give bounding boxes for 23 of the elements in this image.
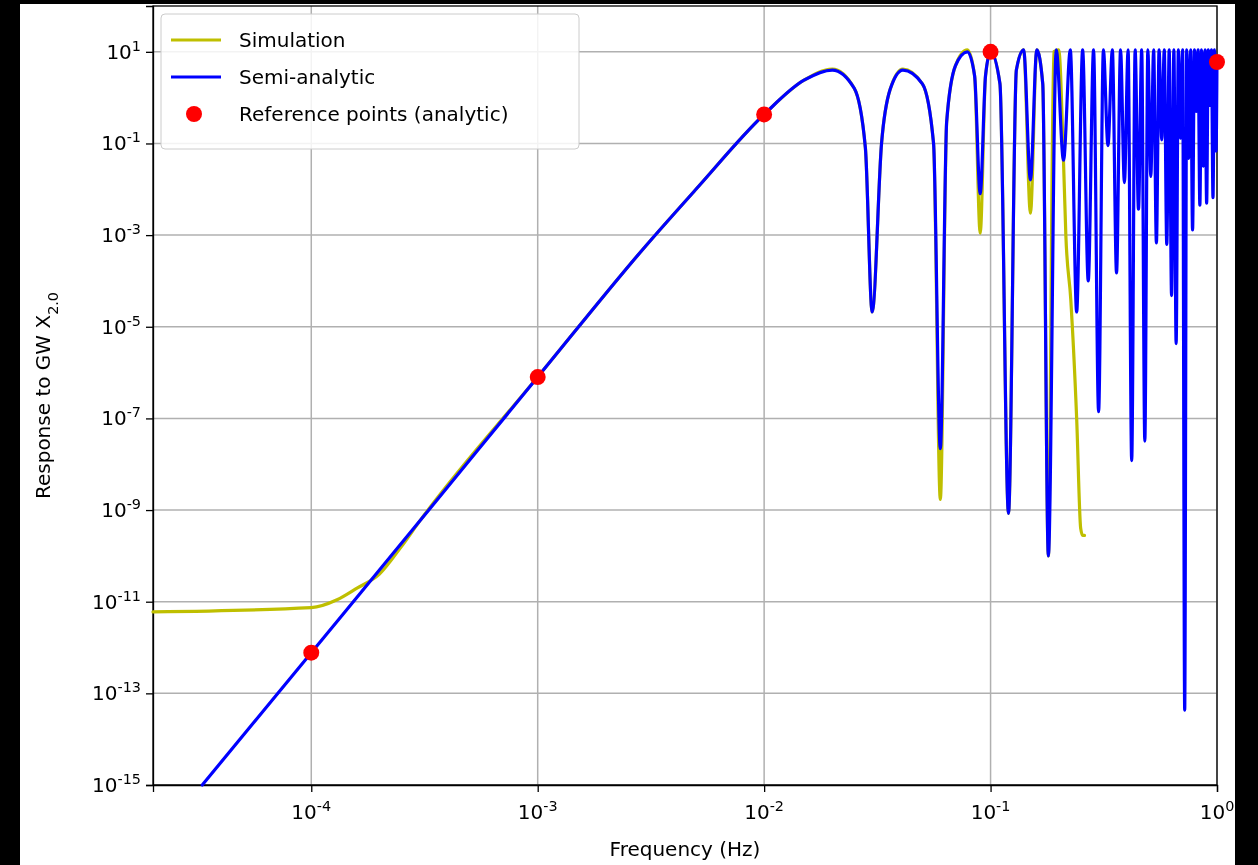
y-tick-label: 10$^{-3}$ — [101, 221, 141, 248]
x-axis-title: Frequency (Hz) — [609, 837, 761, 861]
y-tick-label: 10$^{-11}$ — [92, 587, 141, 614]
x-tick-label: 10$^{-2}$ — [744, 798, 785, 824]
legend-label: Semi-analytic — [239, 65, 376, 89]
point — [529, 369, 546, 385]
y-tick-label: 10$^{-13}$ — [92, 679, 141, 706]
y-tick-label: 10$^{-9}$ — [101, 496, 141, 523]
y-tick-label: 10$^{-1}$ — [101, 129, 141, 156]
legend-label: Simulation — [239, 28, 346, 52]
x-tick-label: 10$^{-1}$ — [970, 798, 1011, 824]
x-tick-label: 10$^{-3}$ — [517, 798, 558, 824]
y-tick-label: 10$^{-7}$ — [101, 404, 141, 431]
point — [982, 43, 999, 60]
y-tick-label: 10$^{1}$ — [106, 37, 141, 64]
y-tick-label: 10$^{-15}$ — [92, 771, 141, 797]
point — [756, 106, 773, 123]
x-tick-label: 10$^{-4}$ — [291, 798, 332, 824]
point — [1209, 54, 1225, 70]
x-tick-label: 10$^{0}$ — [1199, 798, 1235, 824]
point — [303, 644, 320, 661]
legend-label: Reference points (analytic) — [239, 102, 509, 126]
y-tick-label: 10$^{-5}$ — [101, 312, 141, 339]
